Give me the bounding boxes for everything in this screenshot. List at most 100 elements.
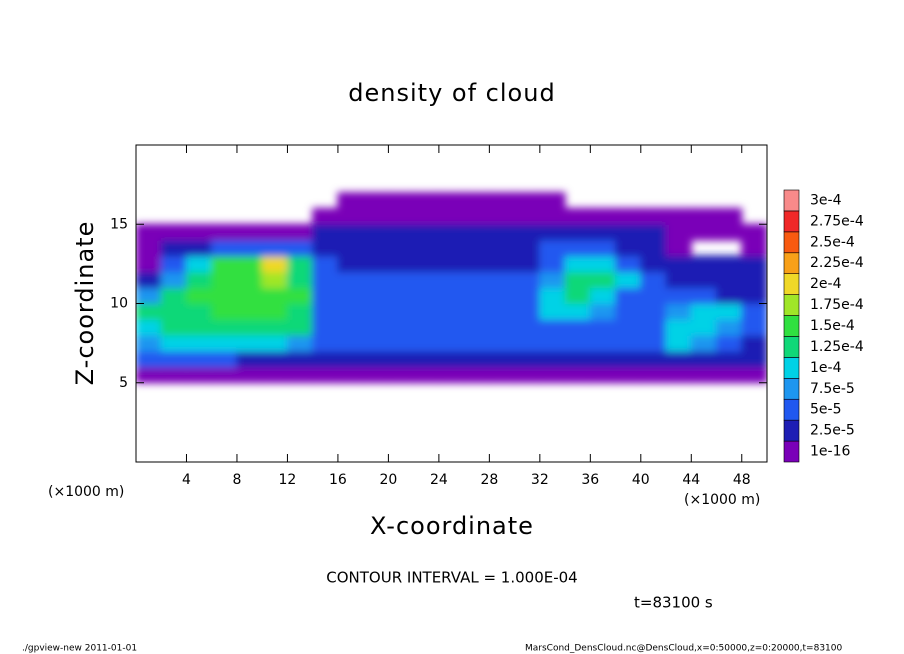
cell [514,303,541,320]
cell [413,271,440,289]
colorbar-label: 2.5e-5 [810,423,855,439]
cell [337,239,364,257]
cell [236,223,263,241]
cell [236,350,263,368]
colorbar-label: 2.5e-4 [810,234,855,250]
cell [236,287,263,304]
cell [539,192,566,209]
cell [589,318,617,336]
chart-title: density of cloud [348,79,555,107]
cell [362,192,389,209]
cell [564,239,591,257]
cell [312,255,339,273]
cell [185,303,213,320]
cell [286,366,314,384]
cell [463,366,490,384]
cell [236,334,263,352]
cell [413,223,440,241]
time-note: t=83100 s [634,594,713,612]
x-tick-label: 16 [329,472,347,488]
cell [716,255,743,273]
cell [615,207,642,225]
cell [211,255,238,273]
colorbar-swatch [783,336,800,358]
colorbar-label: 5e-5 [810,402,841,418]
cell [716,271,743,289]
cell [337,303,364,320]
x-tick-label: 40 [632,472,650,488]
cell [665,207,692,225]
cell [615,366,642,384]
cell [463,192,490,209]
cell [413,318,440,336]
colorbar-swatch [783,398,800,421]
cell [387,255,415,273]
cell [136,334,162,352]
cell [438,350,465,368]
cell [716,303,743,320]
colorbar-label: 1.75e-4 [810,297,864,313]
cell [286,303,314,320]
cell [312,271,339,289]
cell [665,350,692,368]
y-unit: (×1000 m) [48,484,124,500]
cell [312,303,339,320]
colorbar-label: 3e-4 [810,192,842,208]
cell [387,334,415,352]
x-tick-label: 20 [379,472,397,488]
cell [286,239,314,257]
cell [286,223,314,241]
cell [514,287,541,304]
cell [564,318,591,336]
cell [236,271,263,289]
cell [488,223,516,241]
cell [539,366,566,384]
cell [438,318,465,336]
cell [261,366,288,384]
cell [640,271,667,289]
cell [665,303,692,320]
cell [362,334,389,352]
cell [640,255,667,273]
field [136,192,767,384]
cell [690,334,718,352]
cell [640,366,667,384]
cell [261,223,288,241]
cell [640,350,667,368]
cell [337,287,364,304]
cell [236,366,263,384]
cell [488,207,516,225]
cell [716,334,743,352]
cell [211,287,238,304]
cell [337,318,364,336]
cell [286,350,314,368]
y-tick-label: 10 [110,296,128,312]
cell [539,223,566,241]
cell [337,350,364,368]
cell [438,207,465,225]
colorbar-swatch [783,440,800,463]
cell [488,303,516,320]
cell [589,350,617,368]
cell [236,303,263,320]
cell [716,366,743,384]
cell [640,287,667,304]
cell [539,287,566,304]
cell [615,239,642,257]
cell [211,334,238,352]
cell [387,350,415,368]
cell [463,334,490,352]
cell [185,239,213,257]
colorbar-label: 7.5e-5 [810,381,855,397]
cell [615,223,642,241]
x-tick-label: 36 [581,472,599,488]
cell [185,318,213,336]
colorbar-swatch [783,189,800,212]
cell [741,303,767,320]
cell [690,366,718,384]
cell [362,239,389,257]
cell [716,287,743,304]
cell [665,239,692,257]
cell [514,366,541,384]
